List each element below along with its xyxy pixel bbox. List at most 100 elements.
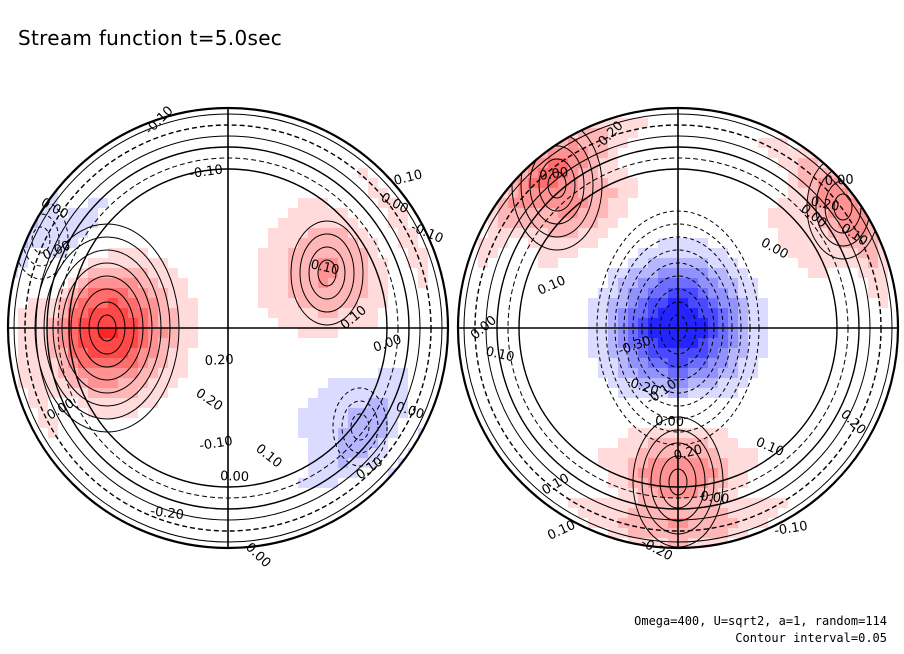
field-cell (268, 138, 279, 149)
field-cell (338, 438, 349, 449)
field-cell (768, 258, 779, 269)
field-cell (568, 338, 579, 349)
field-cell (468, 358, 479, 369)
field-cell (668, 428, 679, 439)
field-cell (278, 208, 289, 219)
field-cell (58, 238, 69, 249)
field-cell (318, 238, 329, 249)
field-cell (878, 258, 889, 269)
field-cell (228, 118, 239, 129)
field-cell (748, 338, 759, 349)
field-cell (708, 278, 719, 289)
field-cell (218, 118, 229, 129)
field-cell (18, 248, 29, 259)
field-cell (618, 528, 629, 539)
field-cell (278, 448, 289, 459)
field-cell (98, 228, 109, 239)
field-cell (528, 178, 539, 189)
field-cell (498, 398, 509, 409)
field-cell (368, 188, 379, 199)
field-cell (228, 428, 239, 439)
field-cell (368, 168, 379, 179)
field-cell (538, 338, 549, 349)
field-cell (728, 498, 739, 509)
field-cell (388, 428, 399, 439)
field-cell (108, 458, 119, 469)
field-cell (728, 378, 739, 389)
field-cell (678, 368, 689, 379)
field-cell (528, 288, 539, 299)
field-cell (768, 228, 779, 239)
field-cell (528, 228, 539, 239)
field-cell (508, 458, 519, 469)
field-cell (568, 488, 579, 499)
field-cell (668, 448, 679, 459)
field-cell (308, 178, 319, 189)
field-cell (318, 308, 329, 319)
field-cell (608, 248, 619, 259)
field-cell (788, 438, 799, 449)
field-cell (78, 268, 89, 279)
field-cell (828, 428, 839, 439)
field-cell (228, 538, 239, 548)
field-cell (308, 268, 319, 279)
field-cell (58, 298, 69, 309)
field-cell (488, 398, 499, 409)
field-cell (818, 238, 829, 249)
field-cell (818, 278, 829, 289)
field-cell (178, 138, 189, 149)
field-cell (848, 308, 859, 319)
field-cell (68, 458, 79, 469)
field-cell (478, 378, 489, 389)
field-cell (168, 278, 179, 289)
contour-label: 0.20 (809, 194, 840, 215)
field-cell (398, 428, 409, 439)
field-cell (758, 338, 769, 349)
field-cell (208, 218, 219, 229)
field-cell (538, 298, 549, 309)
field-cell (578, 348, 589, 359)
field-cell (278, 478, 289, 489)
field-cell (518, 168, 529, 179)
field-cell (178, 118, 189, 129)
field-cell (38, 208, 49, 219)
field-cell (808, 398, 819, 409)
field-cell (638, 378, 649, 389)
field-cell (548, 428, 559, 439)
field-cell (368, 278, 379, 289)
field-cell (288, 238, 299, 249)
field-cell (318, 338, 329, 349)
field-cell (188, 218, 199, 229)
field-cell (608, 458, 619, 469)
field-cell (318, 298, 329, 309)
field-cell (198, 248, 209, 259)
field-cell (648, 338, 659, 349)
field-cell (688, 338, 699, 349)
field-cell (698, 278, 709, 289)
field-cell (748, 478, 759, 489)
field-cell (348, 148, 359, 159)
field-cell (778, 338, 789, 349)
field-cell (308, 158, 319, 169)
field-cell (508, 308, 519, 319)
field-cell (368, 218, 379, 229)
field-cell (678, 168, 689, 179)
field-cell (668, 238, 679, 249)
field-cell (358, 258, 369, 269)
field-cell (648, 158, 659, 169)
field-cell (138, 518, 149, 529)
field-cell (718, 528, 729, 539)
field-cell (518, 278, 529, 289)
field-cell (698, 368, 709, 379)
field-cell (718, 468, 729, 479)
field-cell (228, 108, 239, 119)
field-cell (818, 298, 829, 309)
field-cell (678, 268, 689, 279)
field-cell (208, 208, 219, 219)
field-cell (378, 278, 389, 289)
field-cell (858, 248, 869, 259)
field-cell (258, 258, 269, 269)
field-cell (528, 378, 539, 389)
field-cell (258, 538, 269, 548)
field-cell (328, 388, 339, 399)
